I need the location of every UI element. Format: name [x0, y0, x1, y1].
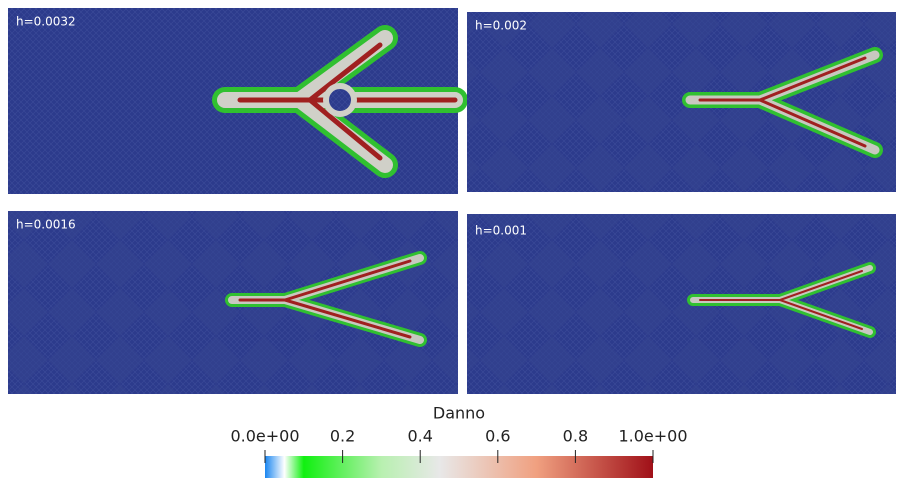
colorbar-tick-label: 0.6 [485, 427, 510, 446]
panel-label: h=0.002 [475, 19, 527, 33]
colorbar-tick-label: 0.8 [563, 427, 588, 446]
colorbar-title: Danno [433, 404, 485, 423]
panel: h=0.0016 [8, 211, 458, 394]
panel-label: h=0.0016 [16, 218, 76, 232]
colorbar-tick-label: 0.4 [407, 427, 432, 446]
panel: h=0.0032 [8, 8, 458, 194]
panel: h=0.001 [467, 214, 896, 394]
colorbar-tick-label: 0.2 [330, 427, 355, 446]
panel: h=0.002 [467, 12, 896, 192]
colorbar [265, 456, 653, 478]
panel-label: h=0.001 [475, 224, 527, 238]
colorbar-tick-label: 0.0e+00 [230, 427, 299, 446]
panel-label: h=0.0032 [16, 15, 76, 29]
figure: h=0.0032 h=0.002 h=0.0016 h=0.001 Danno [0, 0, 904, 480]
colorbar-tick-label: 1.0e+00 [618, 427, 687, 446]
